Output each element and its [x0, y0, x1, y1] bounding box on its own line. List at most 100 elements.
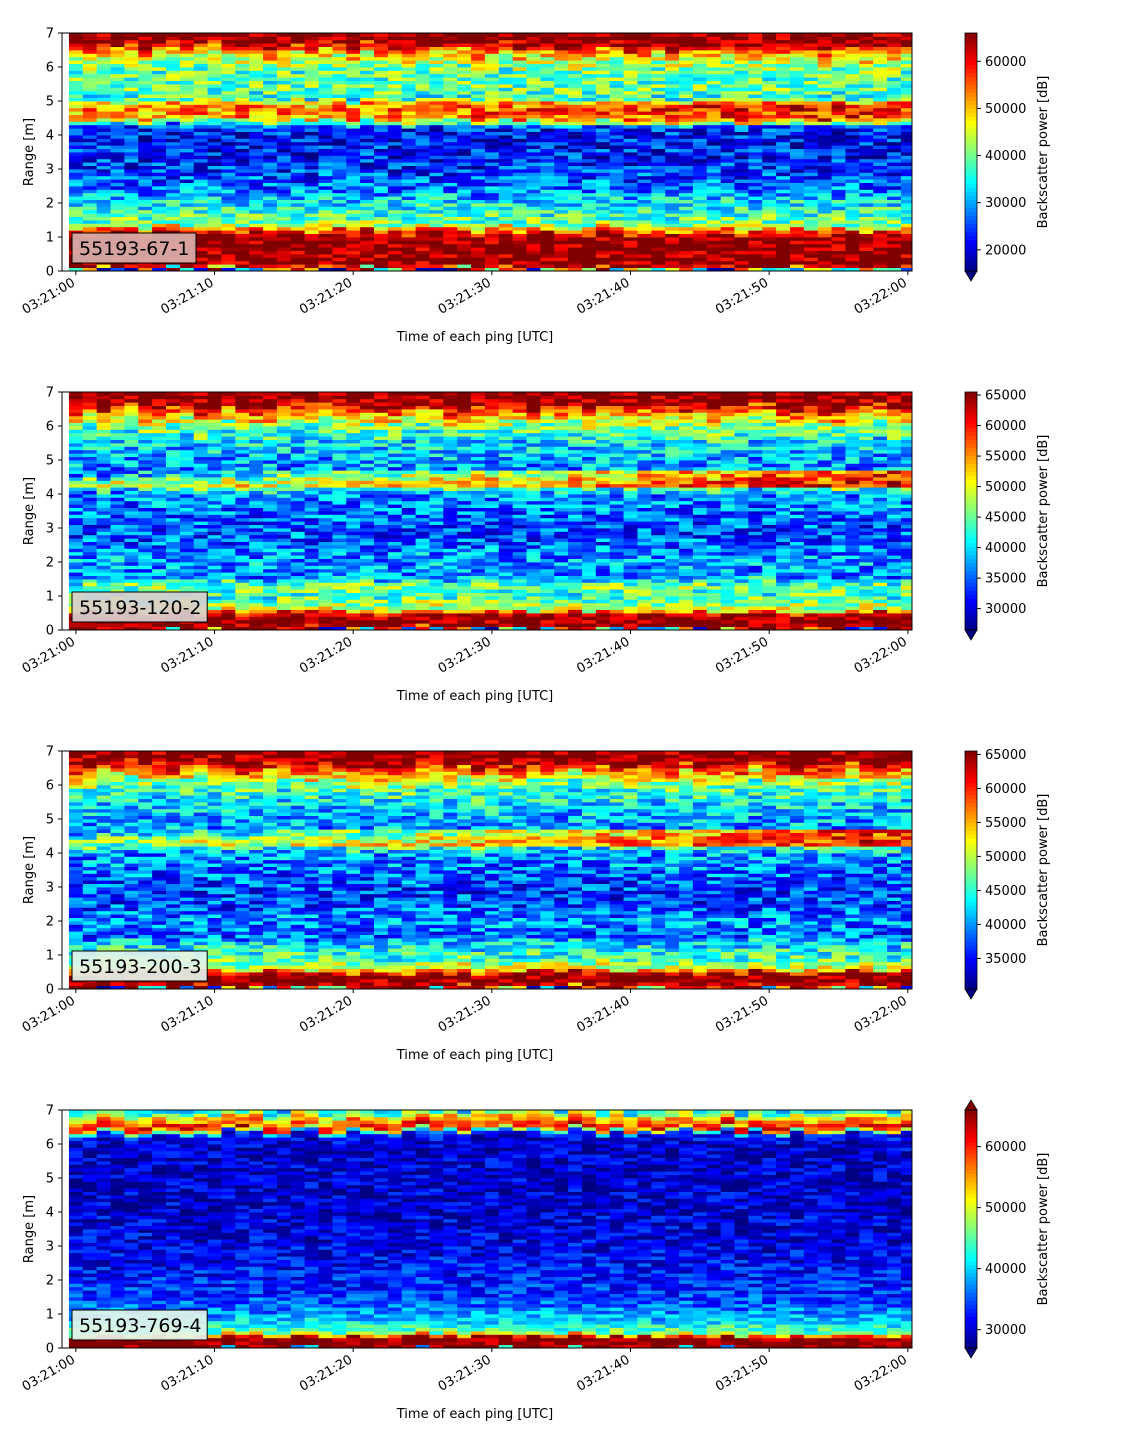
heatmap-cell — [208, 115, 222, 119]
heatmap-cell — [443, 179, 457, 183]
heatmap-cell — [859, 166, 873, 170]
heatmap-cell — [166, 525, 180, 529]
heatmap-cell — [485, 264, 499, 268]
heatmap-cell — [83, 227, 97, 231]
heatmap-cell — [305, 104, 319, 108]
heatmap-cell — [166, 518, 180, 522]
heatmap-cell — [790, 64, 804, 68]
heatmap-cell — [319, 183, 333, 187]
heatmap-cell — [804, 206, 818, 210]
heatmap-cell — [291, 128, 305, 132]
heatmap-cell — [624, 138, 638, 142]
heatmap-cell — [873, 213, 887, 217]
heatmap-cell — [471, 138, 485, 142]
heatmap-cell — [111, 538, 125, 542]
heatmap-cell — [527, 162, 541, 166]
heatmap-cell — [651, 47, 665, 51]
heatmap-cell — [859, 145, 873, 149]
heatmap-cell — [748, 94, 762, 98]
heatmap-cell — [568, 121, 582, 125]
heatmap-cell — [845, 257, 859, 261]
heatmap-cell — [679, 111, 693, 115]
heatmap-cell — [166, 206, 180, 210]
heatmap-cell — [596, 152, 610, 156]
heatmap-cell — [485, 108, 499, 112]
heatmap-cell — [776, 53, 790, 57]
heatmap-cell — [721, 74, 735, 78]
heatmap-cell — [637, 98, 651, 102]
heatmap-cell — [194, 33, 208, 37]
heatmap-cell — [249, 193, 263, 197]
heatmap-cell — [471, 257, 485, 261]
heatmap-cell — [111, 142, 125, 146]
heatmap-cell — [582, 135, 596, 139]
heatmap-cell — [624, 128, 638, 132]
heatmap-cell — [818, 166, 832, 170]
heatmap-cell — [499, 64, 513, 68]
heatmap-cell — [859, 108, 873, 112]
heatmap-cell — [624, 84, 638, 88]
heatmap-cell — [291, 237, 305, 241]
heatmap-cell — [429, 138, 443, 142]
heatmap-cell — [221, 36, 235, 40]
heatmap-cell — [485, 172, 499, 176]
heatmap-cell — [277, 104, 291, 108]
heatmap-cell — [138, 457, 152, 461]
heatmap-cell — [124, 210, 138, 214]
heatmap-cell — [527, 227, 541, 231]
heatmap-cell — [832, 206, 846, 210]
heatmap-cell — [138, 436, 152, 440]
heatmap-cell — [138, 186, 152, 190]
heatmap-cell — [693, 135, 707, 139]
heatmap-cell — [166, 203, 180, 207]
heatmap-cell — [499, 196, 513, 200]
heatmap-cell — [651, 203, 665, 207]
heatmap-cell — [360, 254, 374, 258]
heatmap-cell — [818, 115, 832, 119]
heatmap-cell — [901, 217, 912, 221]
heatmap-cell — [319, 40, 333, 44]
heatmap-cell — [804, 40, 818, 44]
heatmap-cell — [402, 159, 416, 163]
heatmap-cell — [665, 189, 679, 193]
heatmap-cell — [610, 108, 624, 112]
heatmap-cell — [457, 166, 471, 170]
heatmap-cell — [748, 43, 762, 47]
heatmap-cell — [527, 108, 541, 112]
heatmap-cell — [596, 138, 610, 142]
heatmap-cell — [859, 257, 873, 261]
heatmap-cell — [651, 227, 665, 231]
heatmap-cell — [263, 53, 277, 57]
heatmap-cell — [693, 91, 707, 95]
heatmap-cell — [457, 200, 471, 204]
heatmap-cell — [83, 406, 97, 410]
heatmap-cell — [83, 203, 97, 207]
heatmap-cell — [83, 64, 97, 68]
heatmap-cell — [111, 121, 125, 125]
heatmap-cell — [429, 159, 443, 163]
heatmap-cell — [693, 108, 707, 112]
heatmap-cell — [651, 125, 665, 129]
heatmap-cell — [138, 528, 152, 532]
heatmap-cell — [804, 172, 818, 176]
heatmap-cell — [651, 213, 665, 217]
heatmap-cell — [124, 443, 138, 447]
heatmap-cell — [429, 145, 443, 149]
heatmap-cell — [152, 518, 166, 522]
heatmap-cell — [249, 145, 263, 149]
heatmap-cell — [249, 230, 263, 234]
heatmap-cell — [138, 193, 152, 197]
heatmap-cell — [748, 77, 762, 81]
heatmap-cell — [679, 189, 693, 193]
heatmap-cell — [180, 213, 194, 217]
heatmap-cell — [208, 94, 222, 98]
heatmap-cell — [832, 145, 846, 149]
heatmap-cell — [735, 193, 749, 197]
heatmap-cell — [540, 159, 554, 163]
heatmap-cell — [221, 149, 235, 153]
heatmap-cell — [249, 234, 263, 238]
heatmap-cell — [582, 118, 596, 122]
heatmap-cell — [651, 186, 665, 190]
heatmap-cell — [471, 196, 485, 200]
heatmap-cell — [499, 77, 513, 81]
